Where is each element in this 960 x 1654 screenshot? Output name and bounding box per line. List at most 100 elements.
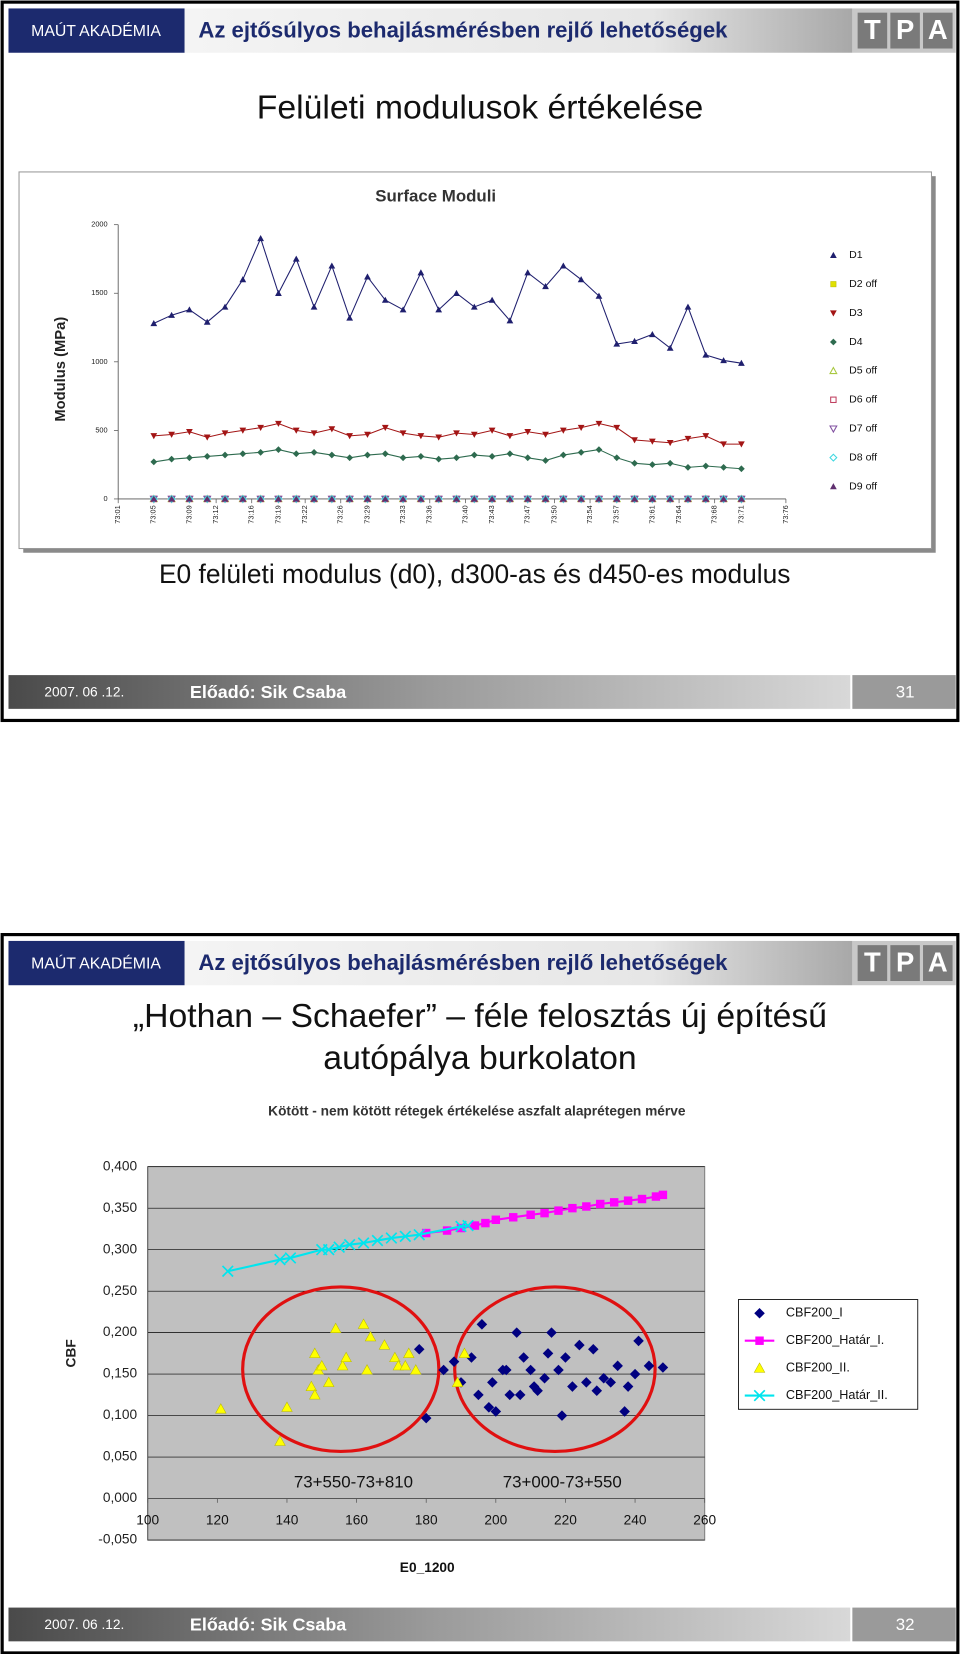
data-point <box>542 431 549 438</box>
data-point <box>509 1213 518 1222</box>
data-point <box>186 454 193 462</box>
data-point <box>541 494 550 504</box>
data-point <box>666 344 674 351</box>
y-tick-label: 0 <box>104 494 108 503</box>
y-axis-label: Modulus (MPa) <box>53 317 69 422</box>
data-point <box>613 340 621 347</box>
data-point <box>658 1190 668 1200</box>
legend-swatch <box>829 338 837 346</box>
data-point <box>221 430 229 437</box>
data-point <box>488 495 496 502</box>
data-point <box>310 430 318 437</box>
data-point <box>185 494 194 504</box>
highlight-ellipse <box>453 1285 657 1454</box>
data-point <box>203 318 211 325</box>
data-point <box>221 451 229 459</box>
x-tick-label: 120 <box>206 1512 229 1527</box>
legend-swatch <box>753 1362 766 1373</box>
data-point <box>683 494 693 504</box>
data-point <box>410 1364 422 1375</box>
series-line <box>153 422 742 445</box>
footer-bar <box>8 1607 851 1642</box>
data-point <box>309 1389 321 1400</box>
data-point <box>150 433 158 440</box>
data-point <box>203 453 211 460</box>
series-line <box>227 1224 469 1273</box>
legend-swatch <box>830 281 837 288</box>
y-axis-label: CBF <box>63 1339 78 1367</box>
y-tick-label: 2000 <box>91 220 107 229</box>
data-point <box>514 1389 526 1401</box>
annotation: 73+550-73+810 <box>294 1473 413 1492</box>
x-tick-label: 73:26 <box>336 505 345 523</box>
data-point <box>542 457 549 464</box>
x-tick-label: 260 <box>693 1512 716 1527</box>
data-point <box>595 292 603 299</box>
data-point <box>168 495 175 502</box>
data-point <box>648 331 656 338</box>
data-point <box>648 438 656 445</box>
data-point <box>186 306 193 313</box>
data-point <box>488 296 496 303</box>
legend-swatch <box>829 453 838 462</box>
y-tick-label: 1500 <box>91 288 107 297</box>
data-point <box>215 1403 227 1414</box>
legend-swatch <box>755 1336 764 1345</box>
x-tick-label: 220 <box>554 1512 577 1527</box>
data-point <box>470 303 478 310</box>
data-point <box>275 420 282 427</box>
chart-frame <box>18 171 933 550</box>
data-point <box>292 494 301 504</box>
x-tick-label: 200 <box>484 1512 507 1527</box>
data-point <box>203 495 211 502</box>
data-point <box>310 303 318 310</box>
x-tick-label: 73:54 <box>585 505 594 523</box>
annotation: 73+000-73+550 <box>503 1473 622 1492</box>
data-point <box>381 495 389 502</box>
data-point <box>613 454 621 462</box>
data-point <box>292 255 300 262</box>
data-point <box>559 262 567 269</box>
legend-label: D3 <box>849 307 863 319</box>
data-point <box>613 424 621 432</box>
data-point <box>577 448 585 456</box>
data-point <box>399 495 407 502</box>
data-point <box>363 494 372 504</box>
series-line <box>153 236 742 364</box>
data-point <box>149 494 158 504</box>
data-point <box>239 276 247 283</box>
data-point <box>364 1330 377 1342</box>
data-point <box>340 1351 352 1363</box>
data-point <box>328 451 336 459</box>
y-tick-label: -0,050 <box>98 1532 137 1547</box>
data-point <box>631 337 638 344</box>
data-point <box>491 1215 501 1224</box>
data-point <box>738 465 745 473</box>
data-point <box>357 1318 370 1329</box>
data-point <box>470 1221 480 1230</box>
data-point <box>648 461 656 469</box>
data-point <box>323 1376 335 1387</box>
data-point <box>738 359 745 366</box>
legend-label: CBF200_Határ_II. <box>786 1388 888 1402</box>
legend-label: CBF200_Határ_I. <box>786 1333 884 1347</box>
data-point <box>684 303 692 310</box>
legend-swatch <box>829 425 838 434</box>
data-point <box>554 1206 563 1215</box>
data-point <box>666 440 674 447</box>
x-tick-label: 160 <box>345 1512 368 1527</box>
y-tick-label: 1000 <box>91 357 107 366</box>
header-org-box <box>8 940 185 986</box>
x-tick-label: 240 <box>624 1512 647 1527</box>
legend-swatch <box>829 366 838 375</box>
data-point <box>168 431 175 438</box>
legend-swatch <box>829 483 837 490</box>
data-point <box>316 1359 328 1371</box>
data-point <box>186 429 193 436</box>
legend-label: D6 off <box>849 394 877 406</box>
footer-date: 2007. 06 .12. <box>44 1617 124 1632</box>
data-point <box>385 1232 398 1244</box>
data-point <box>577 276 585 283</box>
data-point <box>435 306 443 313</box>
logo-block <box>857 12 888 49</box>
